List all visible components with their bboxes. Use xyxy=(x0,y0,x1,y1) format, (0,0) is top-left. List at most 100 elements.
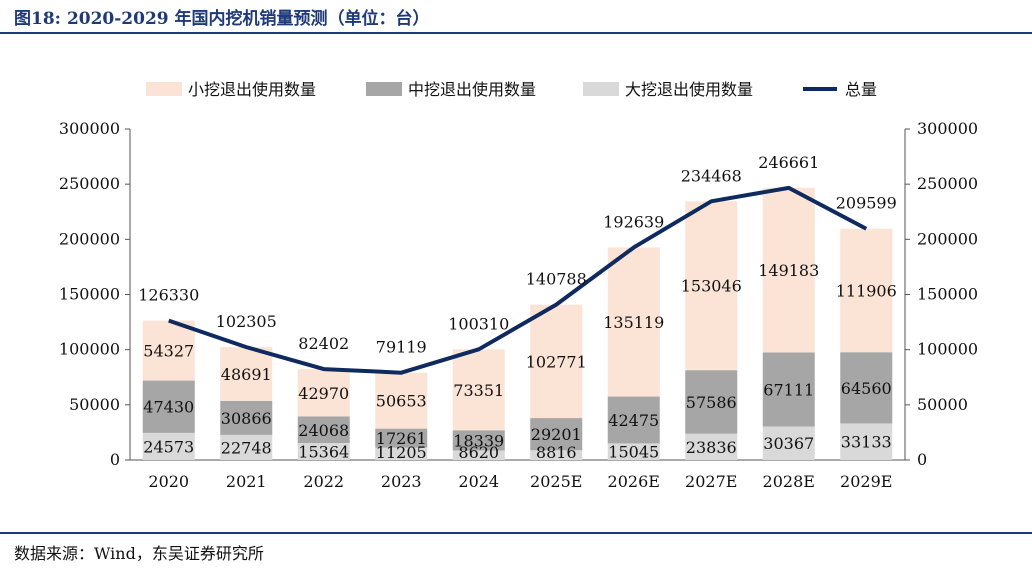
chart: 小挖退出使用数量 中挖退出使用数量 大挖退出使用数量 总量 0 0 50000 50000 1… xyxy=(59,80,978,491)
x-tick-label-8: 2028E xyxy=(763,472,815,491)
x-tick-label-9: 2029E xyxy=(840,472,892,491)
x-tick-label-7: 2027E xyxy=(685,472,737,491)
y-tick-label-left-6: 300000 xyxy=(59,119,120,138)
label-small-9: 111906 xyxy=(836,281,897,300)
label-medium-0: 47430 xyxy=(143,398,194,417)
data-labels: 24573 47430 54327 22748 30866 48691 15364 24068… xyxy=(138,153,897,462)
figure-title: 图18: 2020-2029 年国内挖机销量预测（单位：台） xyxy=(14,4,430,29)
label-small-3: 50653 xyxy=(376,392,427,411)
y-tick-label-right-5: 250000 xyxy=(917,174,978,193)
label-total-8: 246661 xyxy=(758,153,819,172)
bar-small-2 xyxy=(297,369,350,417)
legend-swatch-2 xyxy=(583,82,619,96)
y-tick-label-right-6: 300000 xyxy=(917,119,978,138)
label-small-1: 48691 xyxy=(221,365,272,384)
bar-medium-1 xyxy=(220,400,273,435)
bar-medium-8 xyxy=(762,352,815,427)
y-tick-label-left-5: 250000 xyxy=(59,174,120,193)
total-line-layer xyxy=(168,185,868,375)
label-large-3: 11205 xyxy=(376,443,427,462)
y-tick-label-right-1: 50000 xyxy=(917,395,968,414)
bar-small-7 xyxy=(685,201,738,371)
label-total-2: 82402 xyxy=(298,334,349,353)
x-tick-label-6: 2026E xyxy=(608,472,660,491)
legend-label-1: 中挖退出使用数量 xyxy=(408,80,536,99)
label-small-5: 102771 xyxy=(526,352,587,371)
bottom-rule xyxy=(0,532,1032,534)
label-medium-2: 24068 xyxy=(298,421,349,440)
label-small-0: 54327 xyxy=(143,342,194,361)
bar-medium-6 xyxy=(607,396,660,444)
total-line xyxy=(168,185,868,375)
label-medium-9: 64560 xyxy=(841,379,892,398)
label-total-9: 209599 xyxy=(836,194,897,213)
label-small-4: 73351 xyxy=(453,381,504,400)
x-tick-label-0: 2020 xyxy=(148,472,189,491)
legend-swatch-1 xyxy=(366,82,402,96)
x-tick-label-2: 2022 xyxy=(303,472,344,491)
bar-small-5 xyxy=(530,304,583,419)
legend-label-3: 总量 xyxy=(845,80,877,99)
bar-medium-5 xyxy=(530,418,583,451)
bar-large-9 xyxy=(840,423,893,460)
bar-medium-2 xyxy=(297,416,350,444)
source-note: 数据来源：Wind，东吴证券研究所 xyxy=(14,544,264,563)
bar-large-8 xyxy=(762,426,815,460)
bar-large-6 xyxy=(607,443,660,460)
y-tick-label-right-2: 100000 xyxy=(917,340,978,359)
bar-large-3 xyxy=(375,447,428,460)
label-small-6: 135119 xyxy=(603,313,664,332)
y-tick-label-left-0: 0 xyxy=(110,450,120,469)
bar-small-9 xyxy=(840,228,893,353)
figure-title-text: 2020-2029 年国内挖机销量预测（单位：台） xyxy=(66,9,430,29)
y-tick-label-left-4: 200000 xyxy=(59,229,120,248)
label-large-6: 15045 xyxy=(608,443,659,462)
bars xyxy=(142,187,893,460)
y-tick-label-right-4: 200000 xyxy=(917,229,978,248)
y-tick-label-right-0: 0 xyxy=(917,450,927,469)
label-large-0: 24573 xyxy=(143,437,194,456)
y-tick-label-right-3: 150000 xyxy=(917,285,978,304)
y-tick-label-left-1: 50000 xyxy=(69,395,120,414)
label-large-2: 15364 xyxy=(298,443,349,462)
bar-small-3 xyxy=(375,372,428,429)
x-tick-label-5: 2025E xyxy=(530,472,582,491)
label-small-8: 149183 xyxy=(758,261,819,280)
bar-large-4 xyxy=(452,450,505,460)
bar-large-1 xyxy=(220,434,273,460)
label-medium-1: 30866 xyxy=(221,409,272,428)
label-medium-5: 29201 xyxy=(531,425,582,444)
label-medium-7: 57586 xyxy=(686,393,737,412)
label-total-6: 192639 xyxy=(603,212,664,231)
label-large-4: 8620 xyxy=(458,443,499,462)
y-tick-label-left-2: 100000 xyxy=(59,340,120,359)
bar-small-1 xyxy=(220,347,273,401)
bar-medium-3 xyxy=(375,428,428,448)
bar-large-0 xyxy=(142,432,195,460)
bar-large-5 xyxy=(530,450,583,460)
label-total-5: 140788 xyxy=(526,270,587,289)
x-tick-label-3: 2023 xyxy=(381,472,422,491)
bar-small-8 xyxy=(762,187,815,353)
figure-number: 图18: xyxy=(14,9,61,29)
bar-large-2 xyxy=(297,443,350,460)
label-medium-3: 17261 xyxy=(376,429,427,448)
label-small-7: 153046 xyxy=(681,277,742,296)
x-tick-label-1: 2021 xyxy=(226,472,267,491)
label-medium-8: 67111 xyxy=(763,380,814,399)
top-rule xyxy=(0,32,1032,34)
label-medium-4: 18339 xyxy=(453,431,504,450)
legend: 小挖退出使用数量 中挖退出使用数量 大挖退出使用数量 总量 xyxy=(146,80,877,99)
bar-small-0 xyxy=(142,320,195,381)
bar-medium-7 xyxy=(685,370,738,434)
legend-label-2: 大挖退出使用数量 xyxy=(625,80,753,99)
x-tick-label-4: 2024 xyxy=(458,472,499,491)
label-small-2: 42970 xyxy=(298,384,349,403)
bar-medium-4 xyxy=(452,430,505,451)
label-total-0: 126330 xyxy=(138,286,199,305)
legend-label-0: 小挖退出使用数量 xyxy=(188,80,316,99)
bar-small-4 xyxy=(452,349,505,431)
bar-large-7 xyxy=(685,433,738,460)
label-total-7: 234468 xyxy=(681,166,742,185)
y-tick-label-left-3: 150000 xyxy=(59,285,120,304)
